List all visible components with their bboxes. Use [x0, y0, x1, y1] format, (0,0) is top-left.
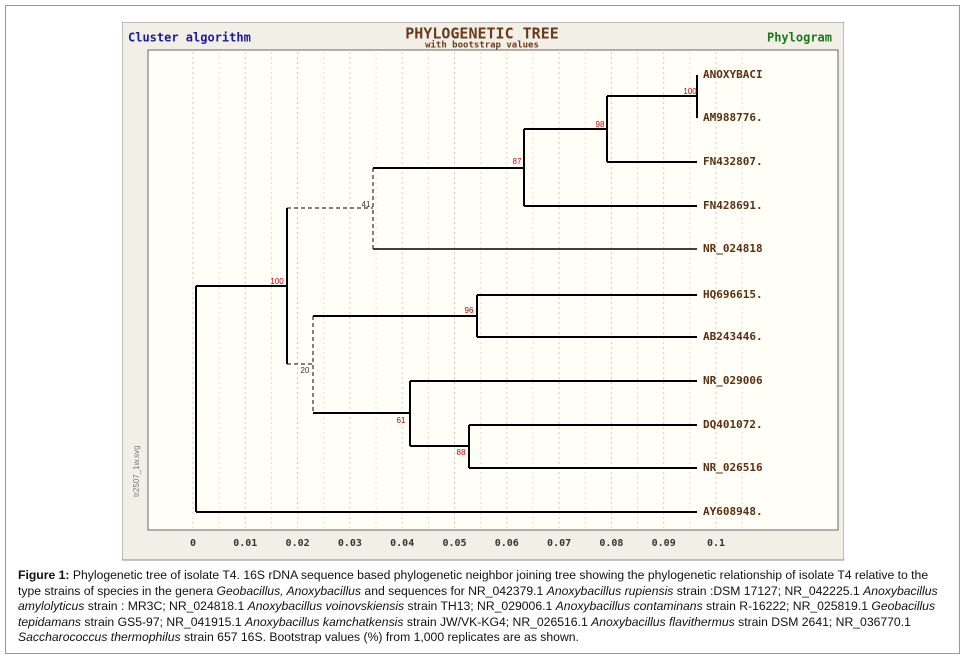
caption-text: Anoxybacillus flavithermus	[591, 614, 735, 629]
axis-label: 0.01	[233, 538, 257, 549]
leaf-label: NR_026516	[703, 461, 763, 474]
axis-label: 0.06	[495, 538, 519, 549]
bootstrap-value: 98	[596, 120, 605, 129]
axis-label: 0.04	[390, 538, 414, 549]
leaf-label: AM988776.	[703, 111, 763, 124]
subtitle: with bootstrap values	[425, 40, 539, 51]
algorithm-label: Cluster algorithm	[128, 31, 251, 45]
caption-text: strain R-16222; NR_025819.1	[702, 599, 872, 613]
bootstrap-value: 100	[683, 87, 697, 96]
caption-label: Figure 1:	[18, 568, 70, 582]
leaf-label: DQ401072.	[703, 418, 763, 431]
caption-text: strain : MR3C; NR_024818.1	[84, 599, 248, 613]
leaf-label: NR_029006	[703, 374, 763, 387]
leaf-label: AB243446.	[703, 330, 763, 343]
caption: Figure 1: Phylogenetic tree of isolate T…	[18, 568, 948, 646]
axis-label: 0.08	[599, 538, 623, 549]
axis-label: 0.09	[652, 538, 676, 549]
caption-text: strain :DSM 17127; NR_042225.1	[673, 583, 864, 598]
tree-type: Phylogram	[767, 31, 832, 45]
axis-label: 0.05	[442, 538, 466, 549]
plot-area	[147, 49, 839, 531]
leaf-label: FN428691.	[703, 199, 763, 212]
title: PHYLOGENETIC TREE	[405, 25, 559, 43]
caption-text: Anoxybacillus voinovskiensis	[247, 599, 405, 613]
bootstrap-value: 96	[465, 306, 474, 315]
axis-label: 0	[190, 538, 196, 549]
figure-frame	[5, 5, 960, 654]
caption-text: Saccharococcus thermophilus	[18, 630, 181, 644]
bootstrap-value: 20	[301, 366, 310, 375]
axis-label: 0.02	[286, 538, 310, 549]
axis-label: 0.07	[547, 538, 571, 549]
leaf-label: AY608948.	[703, 505, 763, 518]
caption-text: Phylogenetic tree of isolate T4. 16S rDN…	[18, 568, 929, 598]
axis-label: 0.1	[707, 538, 725, 549]
caption-text: strain GS5-97; NR_041915.1	[81, 614, 245, 629]
leaf-label: ANOXYBACI	[703, 68, 763, 81]
file-label: tr2507_1w.svg	[132, 445, 141, 497]
caption-text: Geobacillus tepidamans	[18, 599, 936, 629]
leaf-label: HQ696615.	[703, 288, 763, 301]
caption-text: strain TH13; NR_029006.1	[404, 599, 556, 613]
bootstrap-value: 100	[270, 277, 284, 286]
caption-text: strain DSM 2641; NR_036770.1	[734, 614, 911, 629]
caption-text: Anoxybacillus kamchatkensis	[244, 614, 404, 629]
caption-text: Geobacillus, Anoxybacillus	[216, 583, 362, 598]
leaf-label: FN432807.	[703, 155, 763, 168]
caption-text: strain 657 16S. Bootstrap values (%) fro…	[180, 630, 579, 644]
caption-text: strain JW/VK-KG4; NR_026516.1	[403, 614, 592, 629]
tree-figure: Cluster algorithm PHYLOGENETIC TREE with…	[122, 22, 844, 561]
bootstrap-value: 41	[362, 200, 371, 209]
bootstrap-value: 61	[397, 416, 406, 425]
caption-text: Anoxybacillus contaminans	[555, 599, 703, 613]
caption-text: Anoxybacillus rupiensis	[546, 583, 674, 598]
caption-text: and sequences for NR_042379.1	[361, 583, 547, 598]
axis-label: 0.03	[338, 538, 362, 549]
leaf-label: NR_024818	[703, 242, 763, 255]
caption-text: Anoxybacillus amylolyticus	[18, 583, 938, 614]
bootstrap-value: 87	[513, 157, 522, 166]
bootstrap-value: 88	[457, 448, 466, 457]
